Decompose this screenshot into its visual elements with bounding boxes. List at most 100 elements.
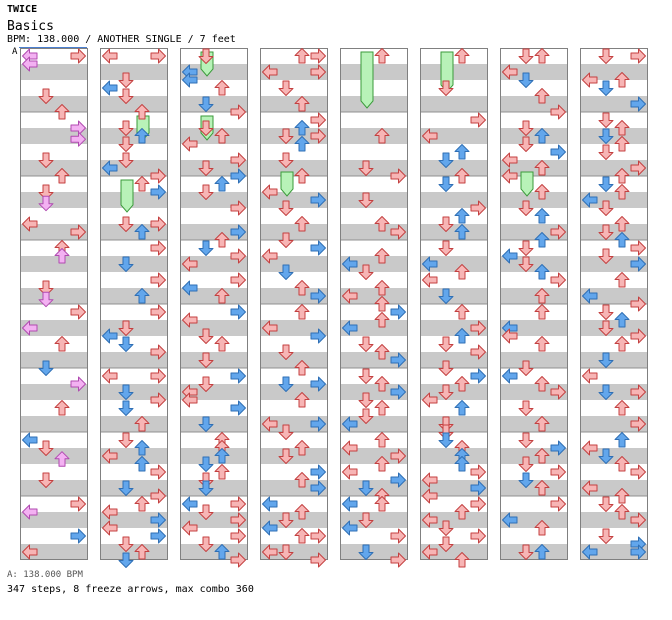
left-arrow-icon xyxy=(582,440,598,456)
up-arrow-icon xyxy=(534,160,550,176)
left-arrow-icon xyxy=(582,480,598,496)
column-border xyxy=(20,48,88,560)
beat-band xyxy=(340,480,408,496)
up-arrow-icon xyxy=(374,216,390,232)
up-arrow-icon xyxy=(454,328,470,344)
down-arrow-icon xyxy=(518,200,534,216)
left-arrow-icon xyxy=(102,368,118,384)
beat-band xyxy=(180,192,248,208)
left-arrow-icon xyxy=(502,320,518,336)
down-arrow-icon xyxy=(518,456,534,472)
up-arrow-icon xyxy=(294,528,310,544)
beat-band xyxy=(180,416,248,432)
down-arrow-icon xyxy=(358,160,374,176)
beat-band xyxy=(100,512,168,528)
right-arrow-icon xyxy=(550,272,566,288)
down-arrow-icon xyxy=(38,440,54,456)
beat-band xyxy=(100,448,168,464)
down-arrow-icon xyxy=(118,552,134,568)
beat-band xyxy=(180,384,248,400)
right-arrow-icon xyxy=(550,104,566,120)
song-title: Basics xyxy=(7,19,54,34)
right-arrow-icon xyxy=(550,440,566,456)
right-arrow-icon xyxy=(630,464,646,480)
beat-band xyxy=(500,224,568,240)
up-arrow-icon xyxy=(294,440,310,456)
up-arrow-icon xyxy=(134,544,150,560)
beat-band xyxy=(20,352,88,368)
right-arrow-icon xyxy=(550,224,566,240)
down-arrow-icon xyxy=(278,512,294,528)
up-arrow-icon xyxy=(214,440,230,456)
beat-band xyxy=(500,480,568,496)
up-arrow-icon xyxy=(614,400,630,416)
down-arrow-icon xyxy=(438,152,454,168)
down-arrow-icon xyxy=(198,160,214,176)
right-arrow-icon xyxy=(550,496,566,512)
down-arrow-icon xyxy=(598,200,614,216)
up-arrow-icon xyxy=(454,304,470,320)
right-arrow-icon xyxy=(470,480,486,496)
beat-band xyxy=(500,448,568,464)
up-arrow-icon xyxy=(614,216,630,232)
measure-column xyxy=(180,48,248,560)
down-arrow-icon xyxy=(518,360,534,376)
down-arrow-icon xyxy=(38,152,54,168)
right-arrow-icon xyxy=(470,200,486,216)
beat-band xyxy=(100,544,168,560)
up-arrow-icon xyxy=(614,232,630,248)
down-arrow-icon xyxy=(598,176,614,192)
down-arrow-icon xyxy=(358,408,374,424)
column-background xyxy=(20,48,88,560)
left-arrow-icon xyxy=(22,48,38,64)
right-arrow-icon xyxy=(150,216,166,232)
column-border xyxy=(420,48,488,560)
left-arrow-icon xyxy=(22,216,38,232)
beat-band xyxy=(580,512,648,528)
up-arrow-icon xyxy=(374,280,390,296)
right-arrow-icon xyxy=(150,392,166,408)
up-arrow-icon xyxy=(374,496,390,512)
beat-band xyxy=(580,320,648,336)
right-arrow-icon xyxy=(470,112,486,128)
song-artist: TWICE xyxy=(7,4,38,15)
down-arrow-icon xyxy=(438,240,454,256)
right-arrow-icon xyxy=(70,48,86,64)
bpm-segment-label: A xyxy=(12,47,18,57)
down-arrow-icon xyxy=(598,352,614,368)
left-arrow-icon xyxy=(422,544,438,560)
column-background xyxy=(100,48,168,560)
down-arrow-icon xyxy=(38,280,54,296)
up-arrow-icon xyxy=(134,224,150,240)
footer-stats: 347 steps, 8 freeze arrows, max combo 36… xyxy=(7,584,254,595)
right-arrow-icon xyxy=(230,248,246,264)
left-arrow-icon xyxy=(502,248,518,264)
beat-band xyxy=(100,384,168,400)
beat-band xyxy=(340,160,408,176)
beat-band xyxy=(500,384,568,400)
beat-band xyxy=(180,256,248,272)
left-arrow-icon xyxy=(342,416,358,432)
up-arrow-icon xyxy=(454,224,470,240)
up-arrow-icon xyxy=(214,288,230,304)
down-arrow-icon xyxy=(358,368,374,384)
down-arrow-icon xyxy=(278,152,294,168)
measure-column xyxy=(100,48,168,560)
up-arrow-icon xyxy=(374,456,390,472)
down-arrow-icon xyxy=(198,536,214,552)
down-arrow-icon xyxy=(438,416,454,432)
column-border xyxy=(580,48,648,560)
up-arrow-icon xyxy=(214,448,230,464)
left-arrow-icon xyxy=(342,520,358,536)
beat-band xyxy=(180,320,248,336)
column-border xyxy=(180,48,248,560)
left-arrow-icon xyxy=(182,136,198,152)
right-arrow-icon xyxy=(470,320,486,336)
beat-band xyxy=(580,160,648,176)
down-arrow-icon xyxy=(118,432,134,448)
down-arrow-icon xyxy=(118,336,134,352)
left-arrow-icon xyxy=(182,280,198,296)
up-arrow-icon xyxy=(294,392,310,408)
left-arrow-icon xyxy=(22,432,38,448)
up-arrow-icon xyxy=(534,208,550,224)
